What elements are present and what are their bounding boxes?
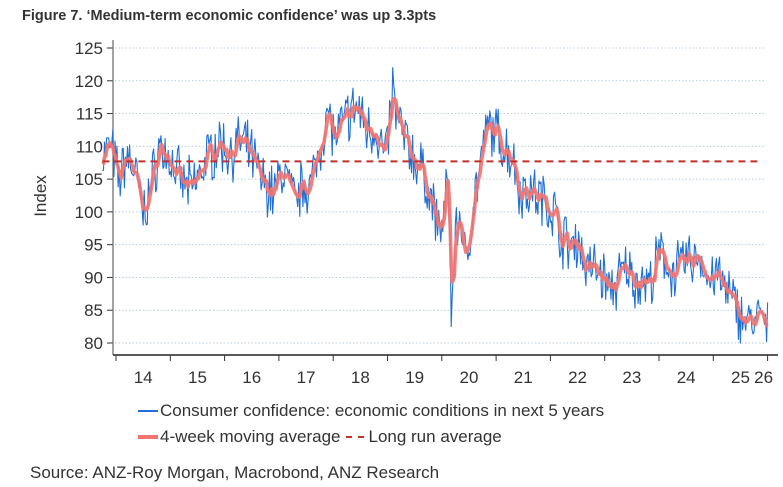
gridlines (115, 47, 766, 344)
y-tick-label: 95 (84, 236, 103, 255)
legend-item-moving-average: 4-week moving average Long run average (138, 424, 604, 450)
x-tick-label: 14 (134, 368, 153, 387)
series-group (101, 67, 769, 344)
x-tick-label: 17 (297, 368, 316, 387)
legend: Consumer confidence: economic conditions… (138, 398, 604, 450)
y-tick-label: 120 (75, 72, 103, 91)
x-tick-label: 22 (568, 368, 587, 387)
legend-item-weekly: Consumer confidence: economic conditions… (138, 398, 604, 424)
legend-label-moving-average: 4-week moving average (160, 427, 341, 446)
chart-title: Figure 7. ‘Medium-term economic confiden… (22, 8, 437, 24)
source-note: Source: ANZ-Roy Morgan, Macrobond, ANZ R… (30, 463, 440, 482)
y-tick-label: 115 (76, 105, 103, 124)
x-tick-label: 15 (188, 368, 207, 387)
legend-label-long-run: Long run average (368, 427, 502, 446)
x-tick-label: 18 (351, 368, 370, 387)
y-tick-label: 100 (75, 203, 103, 222)
y-tick-label: 85 (84, 301, 103, 320)
x-tick-label: 26 (754, 368, 773, 387)
legend-swatch-weekly (138, 410, 158, 412)
y-tick-label: 90 (84, 268, 103, 287)
y-axis: 80 85 90 95 100 105 110 115 120 125 (75, 39, 114, 355)
x-tick-label: 19 (405, 368, 424, 387)
y-tick-label: 80 (84, 334, 103, 353)
y-tick-label: 105 (75, 170, 103, 189)
x-tick-label: 21 (514, 368, 533, 387)
y-axis-title: Index (31, 175, 50, 217)
legend-swatch-long-run (346, 436, 365, 438)
x-tick-label: 20 (459, 368, 478, 387)
legend-label-weekly: Consumer confidence: economic conditions… (160, 401, 605, 420)
series-moving-average-line (101, 97, 769, 328)
x-tick-label: 25 (731, 368, 750, 387)
x-tick-label: 23 (622, 368, 641, 387)
legend-swatch-moving-average (138, 435, 158, 439)
x-tick-label: 24 (677, 368, 696, 387)
y-tick-label: 125 (75, 39, 103, 58)
x-tick-label: 16 (242, 368, 261, 387)
y-tick-label: 110 (76, 137, 103, 156)
series-weekly-line (102, 67, 769, 344)
x-axis: 14 15 16 17 18 19 20 21 22 23 24 25 26 (113, 354, 778, 387)
